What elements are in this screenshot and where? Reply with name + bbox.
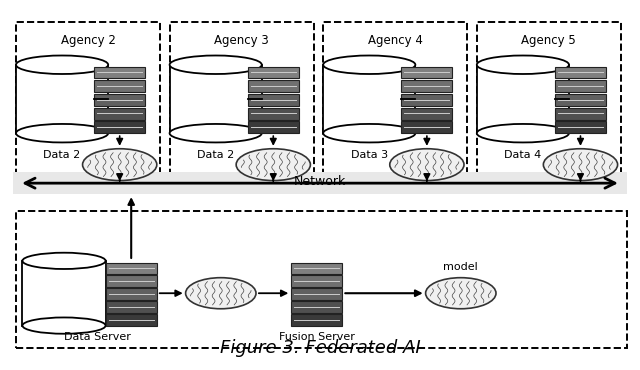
Bar (248, 121, 299, 133)
Bar (555, 94, 606, 106)
Text: Data Server: Data Server (64, 332, 131, 342)
Bar (401, 67, 452, 78)
Bar (401, 121, 452, 133)
Bar (401, 80, 452, 92)
Polygon shape (170, 65, 262, 133)
Bar (106, 314, 157, 326)
Text: Data 2: Data 2 (197, 150, 234, 160)
Bar (106, 276, 157, 287)
Ellipse shape (186, 278, 256, 309)
Bar (291, 276, 342, 287)
Bar (16, 211, 627, 348)
Bar (16, 22, 160, 185)
Bar (170, 22, 314, 185)
Bar (248, 94, 299, 106)
Ellipse shape (477, 124, 569, 142)
Bar (555, 80, 606, 92)
Text: Network: Network (294, 175, 346, 188)
Bar (248, 108, 299, 120)
Ellipse shape (22, 253, 106, 269)
Text: Data 2: Data 2 (44, 150, 81, 160)
Ellipse shape (170, 56, 262, 74)
Bar (94, 121, 145, 133)
Ellipse shape (323, 56, 415, 74)
Text: Agency 4: Agency 4 (368, 34, 422, 47)
Text: Data 3: Data 3 (351, 150, 388, 160)
Ellipse shape (477, 56, 569, 74)
Bar (94, 94, 145, 106)
Bar (291, 263, 342, 274)
Bar (106, 289, 157, 300)
Text: Agency 5: Agency 5 (522, 34, 576, 47)
Bar (248, 67, 299, 78)
Bar (94, 80, 145, 92)
Polygon shape (16, 65, 108, 133)
Bar (401, 108, 452, 120)
Text: model: model (444, 262, 478, 272)
Bar (94, 108, 145, 120)
Ellipse shape (16, 56, 108, 74)
Bar (291, 314, 342, 326)
Ellipse shape (426, 278, 496, 309)
Ellipse shape (236, 149, 310, 181)
Text: Data 4: Data 4 (504, 150, 541, 160)
Bar (401, 94, 452, 106)
Text: Agency 2: Agency 2 (61, 34, 115, 47)
Ellipse shape (22, 317, 106, 334)
Bar (106, 302, 157, 313)
Ellipse shape (543, 149, 618, 181)
Text: Figure 3. Federated AI: Figure 3. Federated AI (220, 339, 420, 357)
Polygon shape (477, 65, 569, 133)
Text: Agency 3: Agency 3 (214, 34, 269, 47)
Bar (477, 22, 621, 185)
Text: Fusion Server: Fusion Server (279, 332, 355, 342)
Bar (291, 289, 342, 300)
Ellipse shape (323, 124, 415, 142)
Polygon shape (323, 65, 415, 133)
Ellipse shape (170, 124, 262, 142)
Ellipse shape (390, 149, 464, 181)
Bar (13, 172, 627, 194)
Bar (94, 67, 145, 78)
Bar (323, 22, 467, 185)
Polygon shape (22, 261, 106, 326)
Bar (106, 263, 157, 274)
Bar (555, 121, 606, 133)
Bar (555, 67, 606, 78)
Ellipse shape (83, 149, 157, 181)
Bar (248, 80, 299, 92)
Bar (555, 108, 606, 120)
Bar (291, 302, 342, 313)
Ellipse shape (16, 124, 108, 142)
